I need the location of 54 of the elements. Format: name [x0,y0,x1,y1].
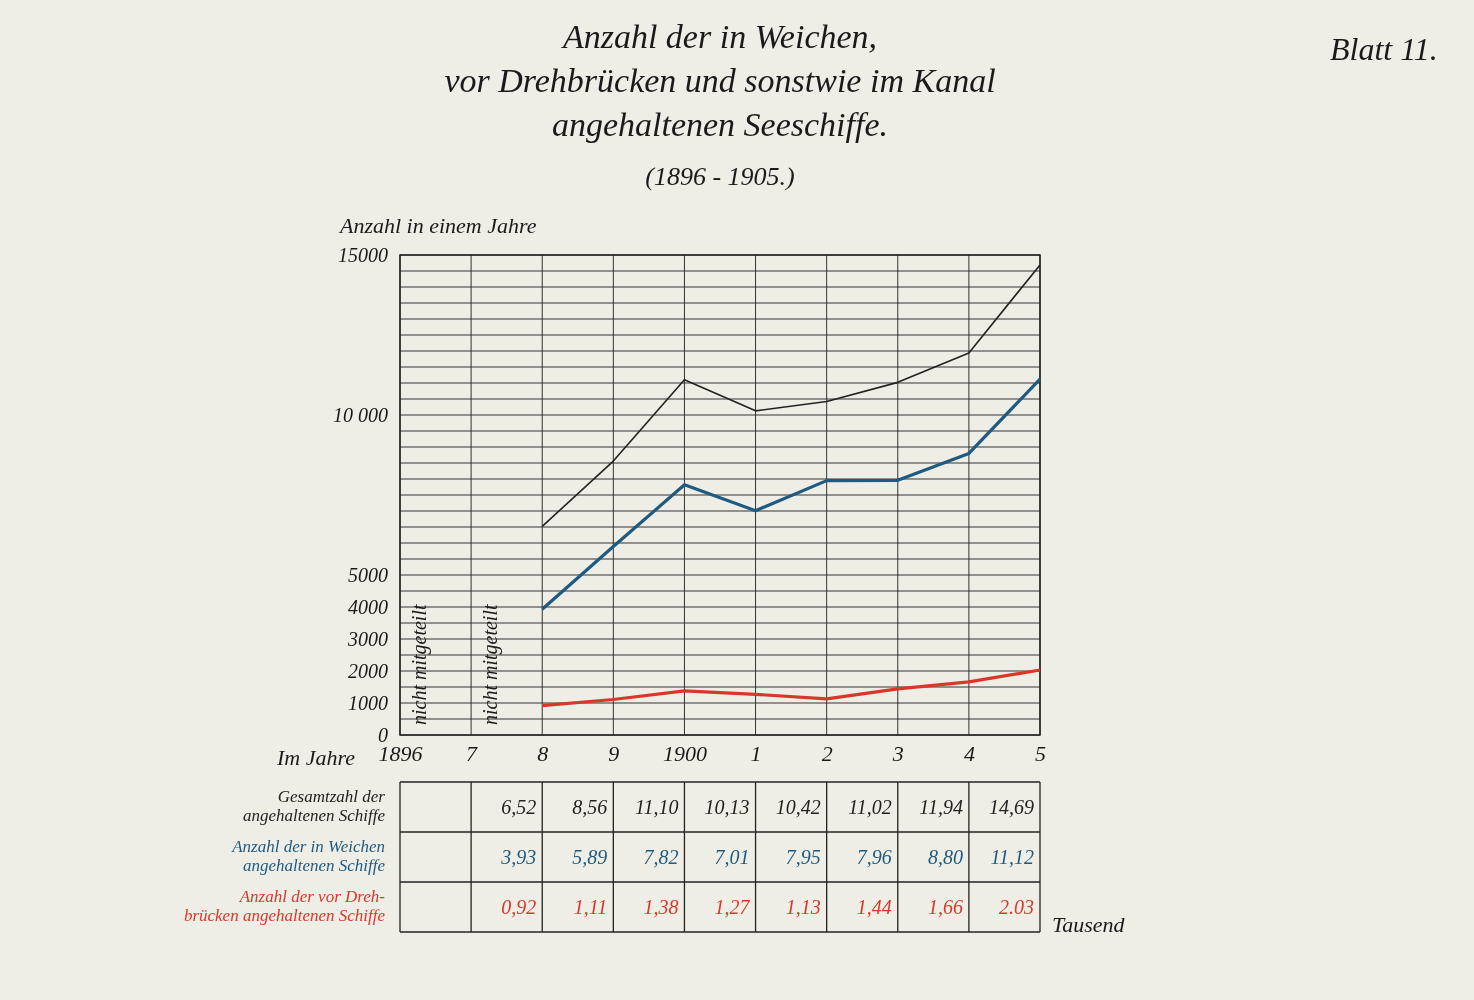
x-axis-title: Im Jahre [276,745,356,770]
x-tick-label: 3 [891,740,904,766]
text: 1,27 [714,896,750,918]
x-tick-label: 8 [537,740,549,766]
text: 0,92 [501,896,537,918]
text: 11,10 [634,796,679,818]
x-tick-label: 9 [608,740,620,766]
text: 11,02 [848,796,892,818]
text: 1,66 [927,896,963,918]
text: Blatt 11. [1330,31,1438,67]
y-axis-title: Anzahl in einem Jahre [338,213,537,238]
text: 1,44 [856,896,892,918]
text: 11,94 [919,796,963,818]
text: 8,56 [572,796,608,818]
x-tick-label: 4 [963,740,975,766]
text: 14,69 [989,796,1034,818]
text: 7,82 [643,846,679,868]
text: 8,80 [927,846,963,868]
category-label: Anzahl der vor Dreh- brücken angehaltenen Schiffe [183,887,385,925]
text: 10,13 [704,796,750,818]
y-tick-label: 4000 [348,595,388,618]
text: Tausend [1052,912,1126,937]
category-label: Gesamtzahl der angehaltenen Schiffe [242,787,385,825]
chart-subtitle: (1896 - 1905.) [645,162,795,191]
text: 10,42 [775,796,821,818]
y-tick-label: 15000 [338,243,388,266]
text: 2.03 [999,896,1034,918]
chart-title: Anzahl der in Weichen, vor Drehbrücken und sonstwie im Kanal angehaltenen Seeschiffe. [444,18,996,143]
x-tick-label: 2 [821,740,833,766]
text: 11,12 [990,846,1034,868]
y-tick-label: 3000 [347,627,388,650]
y-tick-label: 1000 [348,691,388,714]
text: 1,38 [643,896,679,918]
text: 5,89 [572,846,608,868]
line-series [540,377,1042,611]
text: 3,93 [501,846,537,868]
category-label: Anzahl der in Weichen angehaltenen Schiffe [232,837,385,875]
annotation: nicht mitgeteilt [479,604,503,725]
x-tick-label: 1 [750,740,762,766]
text: 1,11 [573,896,608,918]
y-tick-label: 10 000 [333,403,388,426]
text: 1,13 [785,896,821,918]
text: 7,96 [856,846,892,868]
text: 7,01 [714,846,750,868]
y-tick-label: 0 [378,723,388,746]
annotation: nicht mitgeteilt [408,604,431,725]
x-tick-label: 5 [1035,740,1046,766]
x-tick-label: 7 [466,740,479,766]
y-tick-label: 2000 [348,659,388,682]
text: 7,95 [785,846,821,868]
text: 6,52 [501,796,537,818]
y-tick-label: 5000 [348,563,388,586]
line-series [540,668,1042,708]
x-tick-label: 1900 [662,740,707,766]
